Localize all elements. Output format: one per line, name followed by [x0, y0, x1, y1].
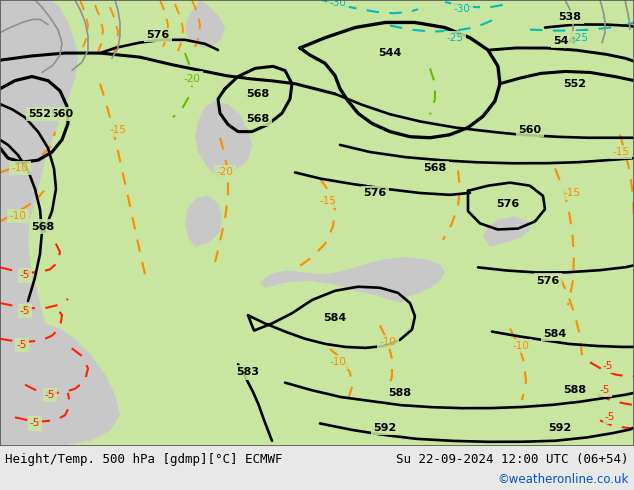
Text: 576: 576	[536, 275, 560, 286]
Text: 584: 584	[323, 313, 347, 323]
Text: -10: -10	[330, 357, 346, 367]
Text: Height/Temp. 500 hPa [gdmp][°C] ECMWF: Height/Temp. 500 hPa [gdmp][°C] ECMWF	[5, 453, 283, 466]
Text: 568: 568	[247, 89, 269, 99]
Text: 544: 544	[378, 48, 402, 58]
Text: 592: 592	[373, 422, 397, 433]
Text: -15: -15	[612, 147, 630, 157]
Text: 560: 560	[51, 109, 74, 119]
Polygon shape	[0, 0, 120, 446]
Text: -30: -30	[453, 4, 470, 14]
Text: 538: 538	[559, 12, 581, 23]
Polygon shape	[195, 101, 252, 181]
Text: -20: -20	[217, 168, 233, 177]
Text: -5: -5	[30, 418, 40, 428]
Text: 552: 552	[29, 109, 51, 119]
Text: 576: 576	[146, 30, 170, 40]
Text: -5: -5	[600, 385, 610, 395]
Text: 568: 568	[424, 163, 446, 173]
Text: -5: -5	[605, 412, 615, 422]
Text: -10: -10	[512, 341, 529, 351]
Text: 568: 568	[247, 114, 269, 124]
Text: -25: -25	[446, 33, 463, 43]
Text: 560: 560	[519, 124, 541, 135]
Text: -10: -10	[11, 163, 29, 173]
Text: -5: -5	[603, 361, 613, 371]
Text: -5: -5	[20, 306, 30, 316]
Text: Su 22-09-2024 12:00 UTC (06+54): Su 22-09-2024 12:00 UTC (06+54)	[396, 453, 629, 466]
Text: 544: 544	[553, 36, 577, 46]
Text: 576: 576	[363, 188, 387, 198]
Text: -10: -10	[10, 211, 27, 221]
Polygon shape	[375, 288, 408, 303]
Text: -30: -30	[330, 0, 346, 8]
Text: 592: 592	[548, 422, 572, 433]
Text: 588: 588	[564, 385, 586, 395]
Text: 552: 552	[564, 79, 586, 89]
Text: 576: 576	[496, 199, 520, 209]
Polygon shape	[260, 257, 445, 298]
Polygon shape	[483, 216, 530, 247]
Text: -5: -5	[17, 340, 27, 350]
Text: 583: 583	[236, 368, 259, 377]
Text: -15: -15	[564, 188, 581, 198]
Polygon shape	[185, 196, 222, 247]
Text: 588: 588	[389, 388, 411, 398]
Text: 584: 584	[543, 329, 567, 339]
Text: -5: -5	[45, 390, 55, 400]
Text: -15: -15	[320, 196, 337, 206]
Text: ©weatheronline.co.uk: ©weatheronline.co.uk	[498, 473, 629, 487]
Polygon shape	[0, 0, 78, 446]
Text: -20: -20	[184, 74, 200, 84]
Text: 568: 568	[31, 221, 55, 231]
Polygon shape	[185, 0, 225, 48]
Text: -5: -5	[20, 270, 30, 280]
Text: -25: -25	[571, 33, 588, 43]
Text: -15: -15	[110, 124, 127, 135]
Text: -10: -10	[380, 337, 396, 347]
